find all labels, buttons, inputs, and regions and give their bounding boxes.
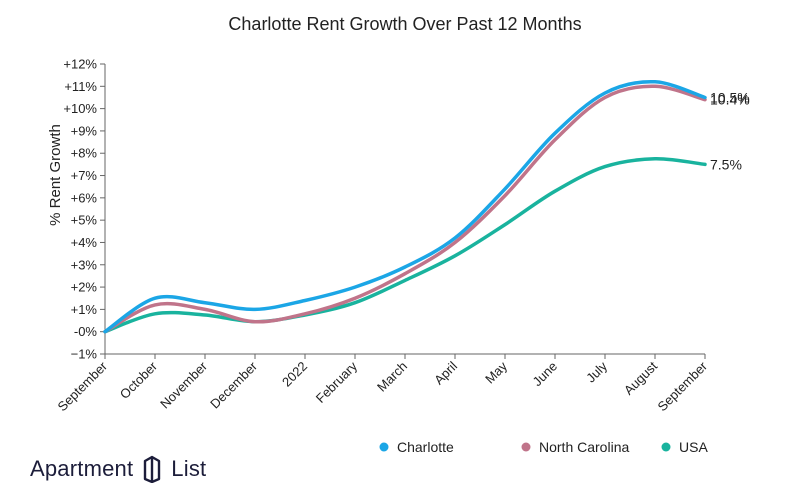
legend-marker-usa <box>661 442 671 452</box>
y-tick-label: +5% <box>71 213 98 228</box>
x-tick-label: November <box>157 358 210 411</box>
series-line-north-carolina <box>103 84 707 334</box>
y-tick-label: +11% <box>64 79 97 94</box>
brand-logo: Apartment List <box>30 455 206 483</box>
y-tick-label: +9% <box>71 123 98 138</box>
legend-marker-north-carolina <box>521 442 531 452</box>
y-tick-label: +10% <box>63 101 97 116</box>
y-axis-label: % Rent Growth <box>47 124 64 226</box>
x-tick-label: July <box>583 358 610 385</box>
x-tick-label: October <box>117 358 161 402</box>
end-value-label: 10.5% <box>710 89 750 105</box>
y-tick-label: +12% <box>63 57 97 72</box>
x-tick-label: March <box>374 359 410 395</box>
y-tick-label: +6% <box>71 190 98 205</box>
x-tick-label: May <box>482 358 510 386</box>
chart-title: Charlotte Rent Growth Over Past 12 Month… <box>228 14 581 34</box>
x-tick-label: February <box>313 358 361 406</box>
y-tick-label: +2% <box>71 280 98 295</box>
brand-name-right: List <box>171 456 207 481</box>
x-tick-label: April <box>431 358 460 387</box>
x-tick-label: August <box>621 358 660 397</box>
y-tick-label: +8% <box>71 146 98 161</box>
brand-name-left: Apartment <box>30 456 134 481</box>
y-tick-label: +3% <box>71 257 98 272</box>
legend-label: Charlotte <box>397 439 454 455</box>
x-tick-label: September <box>55 358 111 414</box>
end-value-label: 10.4% <box>710 92 750 108</box>
legend: Charlotte North Carolina USA <box>379 439 708 455</box>
series-line-charlotte <box>103 79 707 334</box>
end-value-label: 7.5% <box>710 156 742 172</box>
legend-label: USA <box>679 439 708 455</box>
x-tick-label: December <box>207 358 260 411</box>
y-tick-label: -0% <box>74 324 98 339</box>
x-tick-label: September <box>655 358 711 414</box>
legend-label: North Carolina <box>539 439 629 455</box>
legend-marker-charlotte <box>379 442 389 452</box>
y-tick-label: +4% <box>71 235 98 250</box>
end-labels: 10.5%10.4% 7.5% <box>710 89 750 172</box>
x-tick-label: June <box>530 359 561 390</box>
series-line-usa <box>103 157 707 334</box>
y-tick-label: −1% <box>71 347 98 362</box>
y-tick-label: +7% <box>71 168 98 183</box>
y-tick-label: +1% <box>71 302 98 317</box>
x-tick-label: 2022 <box>279 359 310 390</box>
axes: −1% -0% +1% +2% +3% +4% +5% +6% +7% +8% +9% +10% +11… <box>55 57 711 415</box>
apartment-list-logo-icon <box>144 455 161 483</box>
series-lines <box>103 79 707 334</box>
